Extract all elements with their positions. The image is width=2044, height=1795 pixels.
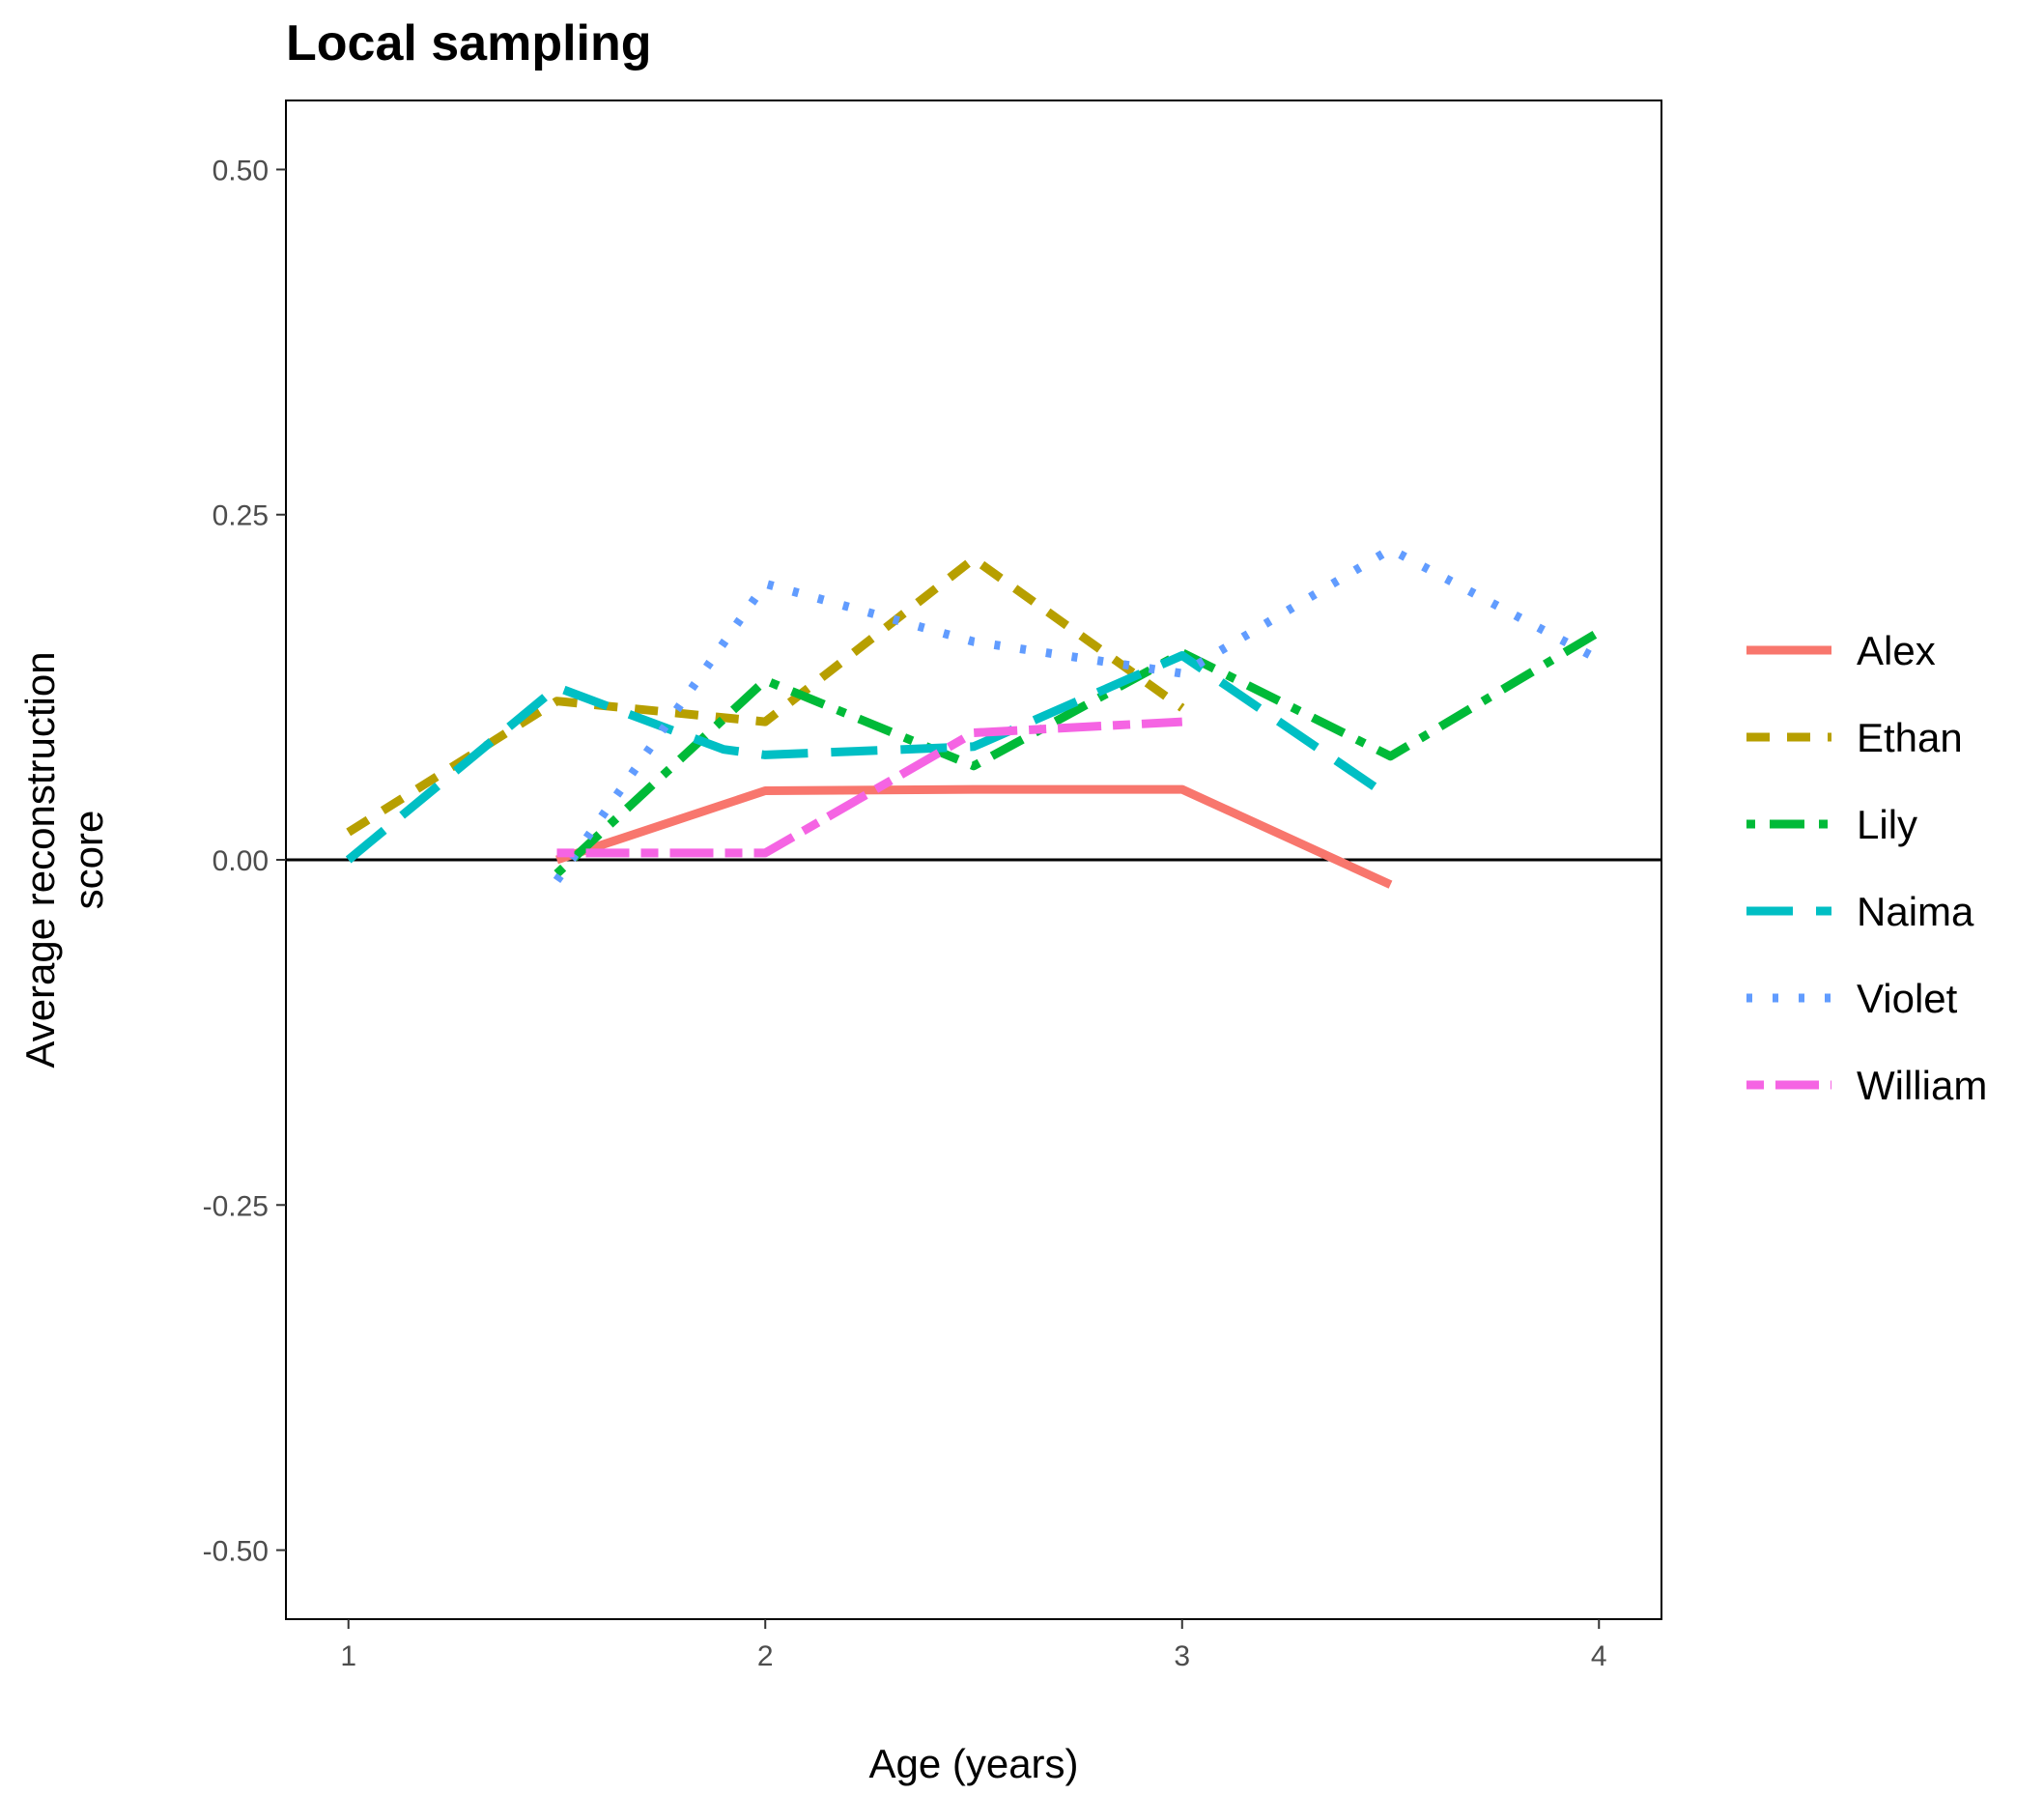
chart-title: Local sampling [286, 15, 652, 71]
y-axis: 0.50 0.25 0.00 -0.25 -0.50 [203, 155, 286, 1568]
legend-label-ethan: Ethan [1857, 715, 1963, 760]
legend-item-william: William [1746, 1063, 1987, 1108]
y-tick-label: -0.50 [203, 1536, 269, 1568]
legend-item-naima: Naima [1746, 889, 1974, 934]
legend-label-violet: Violet [1857, 976, 1958, 1021]
x-axis-title: Age (years) [868, 1741, 1078, 1786]
legend-label-alex: Alex [1857, 628, 1936, 673]
y-tick-label: 0.00 [213, 845, 269, 877]
legend: Alex Ethan Lily Naima Violet William [1746, 628, 1987, 1108]
series-line-lily [554, 628, 1602, 877]
y-axis-title-line-2: score [66, 811, 111, 910]
y-tick-label: -0.25 [203, 1190, 269, 1222]
legend-label-william: William [1857, 1063, 1987, 1108]
legend-item-alex: Alex [1746, 628, 1936, 673]
legend-item-violet: Violet [1746, 976, 1958, 1021]
legend-item-lily: Lily [1746, 802, 1917, 847]
series-line-william [556, 717, 1183, 858]
series-layer [345, 545, 1602, 889]
x-tick-label: 3 [1174, 1640, 1190, 1672]
x-tick-label: 4 [1591, 1640, 1607, 1672]
legend-label-lily: Lily [1857, 802, 1917, 847]
legend-label-naima: Naima [1857, 889, 1974, 934]
series-line-naima [345, 651, 1394, 864]
y-axis-title-line-1: Average reconstruction [17, 651, 63, 1068]
x-tick-label: 1 [340, 1640, 356, 1672]
y-axis-title: Average reconstruction score [17, 651, 111, 1068]
x-tick-label: 2 [757, 1640, 774, 1672]
x-axis: 1 2 3 4 [340, 1619, 1607, 1672]
legend-item-ethan: Ethan [1746, 715, 1963, 760]
series-line-violet [553, 545, 1602, 883]
plot-area [285, 100, 1662, 1620]
series-line-alex [555, 784, 1393, 889]
y-tick-label: 0.25 [213, 500, 269, 532]
y-tick-label: 0.50 [213, 155, 269, 186]
